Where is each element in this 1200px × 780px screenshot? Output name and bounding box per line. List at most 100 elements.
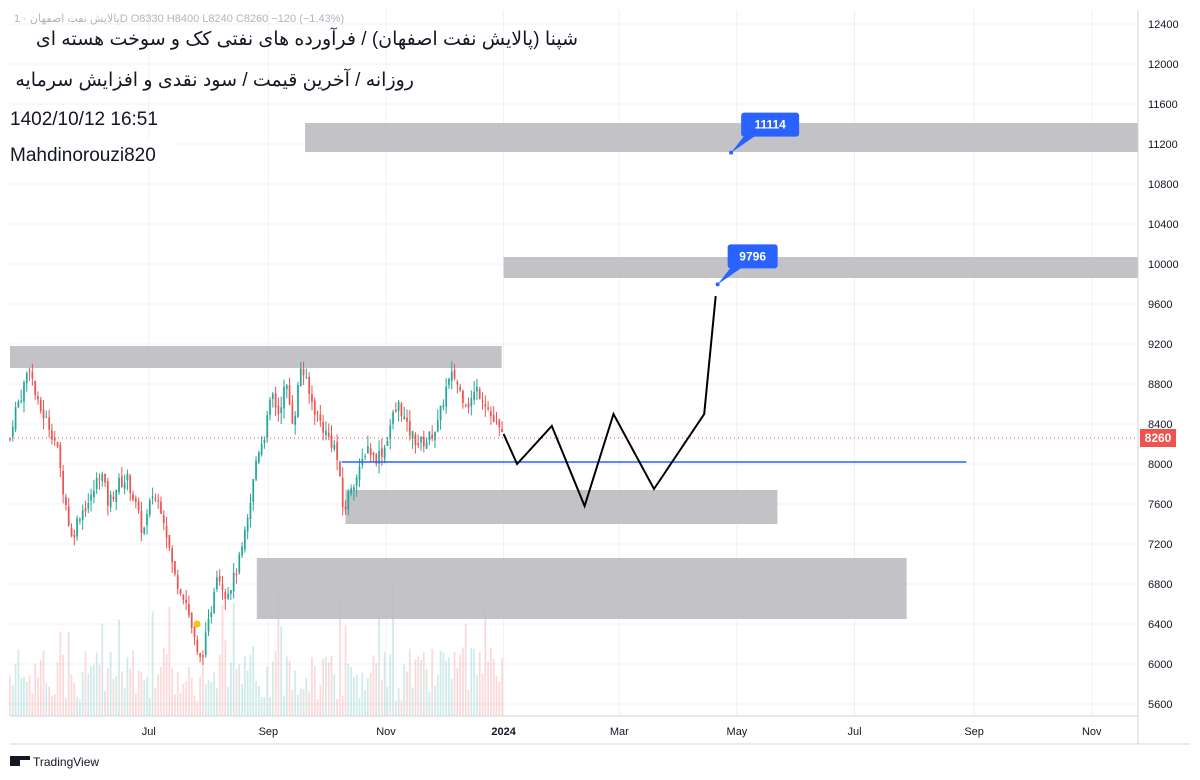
- candle-body: [501, 428, 503, 433]
- candle-body: [353, 487, 355, 491]
- candle-body: [218, 576, 221, 582]
- zone-rectangle: [503, 257, 1139, 278]
- volume-bar: [386, 686, 389, 716]
- volume-bar: [104, 690, 106, 716]
- candle-body: [408, 421, 411, 436]
- volume-bar: [218, 654, 221, 716]
- projection-path: [502, 295, 717, 509]
- volume-bar: [269, 697, 271, 716]
- volume-bar: [81, 671, 84, 716]
- volume-bar: [280, 626, 283, 716]
- candle-body: [311, 394, 313, 402]
- candle-body: [157, 500, 160, 502]
- volume-bar: [53, 694, 56, 716]
- zone-rectangle: [10, 346, 502, 368]
- candle-body: [249, 502, 252, 520]
- volume-bar: [297, 694, 299, 716]
- volume-bar: [160, 666, 162, 716]
- candle-body: [347, 491, 350, 510]
- volume-bar: [271, 661, 274, 716]
- last-price-label: 8260: [1145, 431, 1172, 445]
- volume-bar: [392, 586, 394, 716]
- candle-body: [257, 452, 260, 463]
- candle-body: [411, 431, 414, 439]
- candle-body: [302, 369, 305, 376]
- volume-bar: [25, 681, 28, 716]
- candle-body: [297, 385, 299, 417]
- volume-bar: [285, 656, 288, 716]
- volume-bar: [316, 699, 319, 716]
- candle-body: [313, 400, 316, 415]
- candle-body: [25, 373, 28, 384]
- volume-bar: [132, 650, 134, 716]
- volume-bar: [369, 672, 372, 716]
- drawings[interactable]: 9796 11114: [10, 112, 1138, 509]
- volume-bar: [417, 656, 420, 716]
- candle-body: [375, 454, 378, 464]
- volume-bar: [129, 668, 132, 716]
- volume-bar: [154, 687, 157, 716]
- volume-bar: [79, 699, 81, 716]
- volume-bar: [498, 681, 501, 716]
- volume-bar: [394, 700, 397, 716]
- price-tick-label: 11200: [1148, 139, 1178, 151]
- candle-body: [414, 434, 417, 446]
- candle-body: [406, 417, 408, 422]
- candle-body: [213, 591, 215, 613]
- volume-bar: [425, 668, 428, 716]
- candle-body: [165, 525, 168, 538]
- volume-bar: [48, 686, 51, 716]
- candle-body: [431, 434, 434, 439]
- volume-bar: [322, 658, 325, 716]
- candle-body: [355, 477, 358, 486]
- volume-bar: [422, 652, 425, 716]
- volume-bar: [176, 671, 179, 716]
- volume-bar: [263, 696, 266, 716]
- volume-bar: [23, 676, 25, 716]
- volume-bar: [182, 683, 185, 716]
- candle-body: [168, 535, 171, 548]
- volume-bar: [238, 663, 241, 716]
- volume-bar: [84, 651, 87, 716]
- volume-bar: [383, 652, 386, 716]
- candle-body: [56, 442, 59, 447]
- candle-body: [425, 441, 428, 449]
- candle-body: [439, 405, 442, 421]
- candle-body: [176, 575, 179, 589]
- candles[interactable]: [9, 361, 503, 665]
- volume-bar: [151, 611, 154, 716]
- candle-body: [271, 394, 274, 399]
- volume-bar: [17, 649, 20, 716]
- volume-bar: [39, 660, 42, 716]
- candle-body: [339, 461, 341, 477]
- callout-box: [741, 112, 800, 137]
- candle-body: [299, 368, 302, 387]
- volume-bar: [327, 662, 330, 716]
- volume-bar: [375, 663, 378, 716]
- candle-body: [453, 369, 456, 379]
- candle-body: [199, 652, 201, 657]
- price-tick-label: 12000: [1148, 59, 1179, 71]
- volume-bar: [120, 671, 123, 716]
- candle-body: [104, 473, 106, 483]
- candle-body: [34, 381, 37, 396]
- candle-body: [23, 382, 25, 402]
- volume-bar: [241, 683, 243, 716]
- volume-bar: [344, 625, 347, 716]
- volume-bar: [492, 658, 495, 716]
- tradingview-logo[interactable]: TradingView: [10, 755, 99, 769]
- candle-body: [42, 409, 45, 419]
- volume-bar: [445, 660, 448, 716]
- candle-body: [364, 455, 366, 457]
- candle-body: [462, 390, 464, 403]
- candle-body: [185, 599, 188, 603]
- volume-bar: [93, 665, 95, 716]
- candle-body: [238, 554, 241, 573]
- candle-body: [53, 437, 56, 441]
- volume-bar: [380, 679, 383, 716]
- volume-bar: [246, 670, 249, 716]
- volume-bar: [274, 651, 277, 716]
- candle-body: [67, 506, 70, 526]
